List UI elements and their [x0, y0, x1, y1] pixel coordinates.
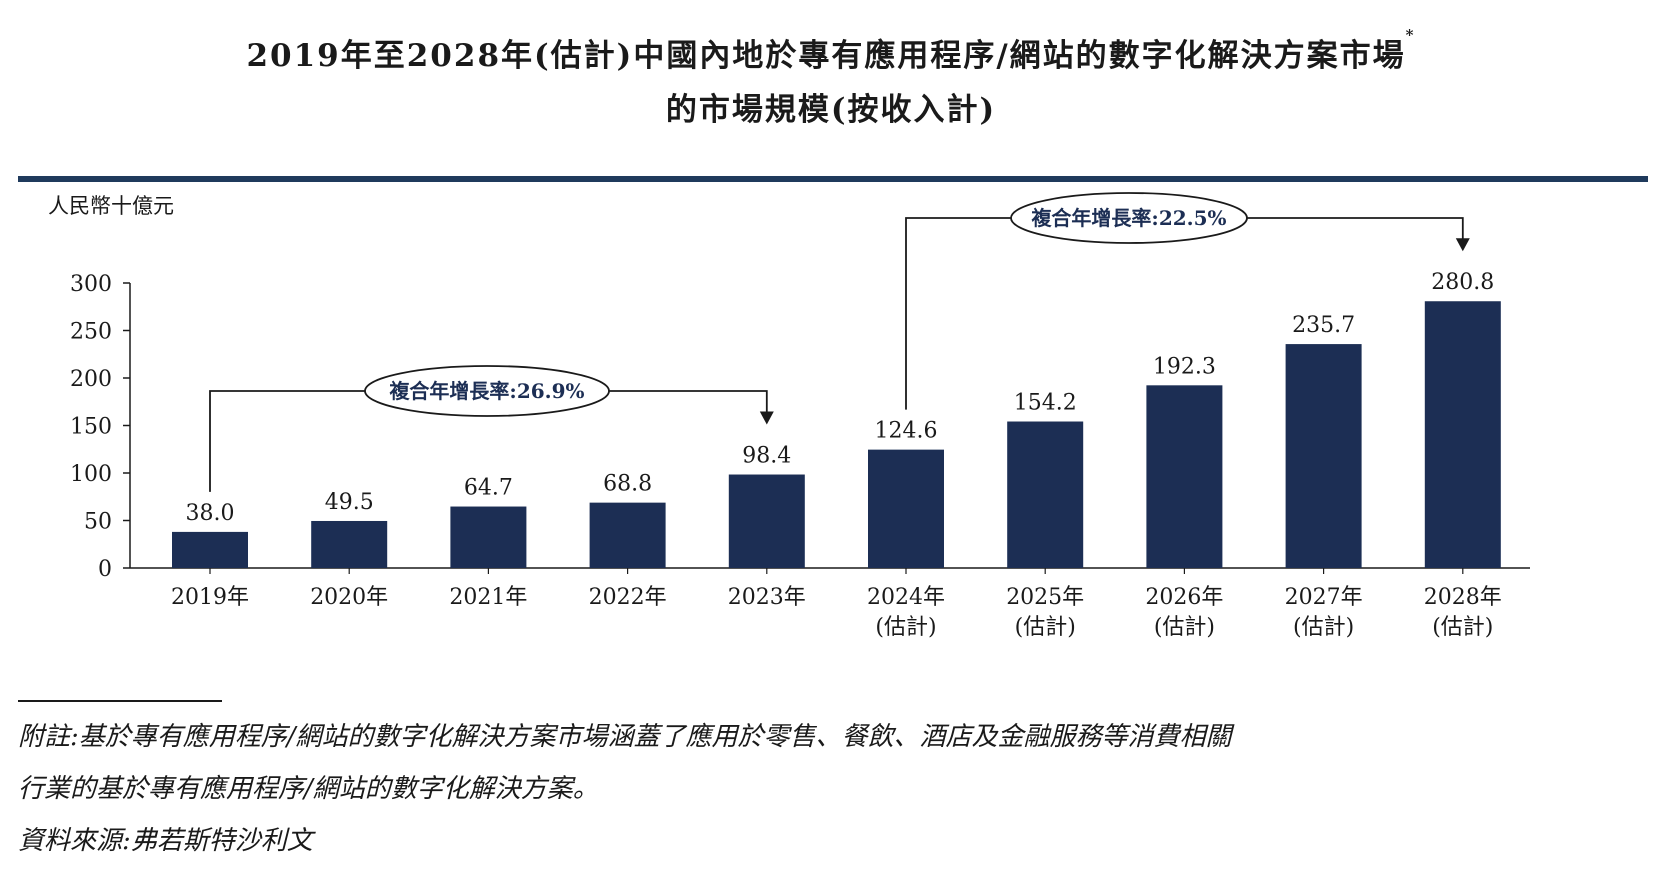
- x-tick-label: 2023年: [728, 585, 806, 610]
- y-tick-label: 300: [70, 272, 112, 297]
- x-tick-label: 2024年: [867, 585, 945, 610]
- footnote-line2: 行業的基於專有應用程序/網站的數字化解決方案。: [18, 774, 599, 804]
- bar-value-label: 38.0: [186, 501, 235, 526]
- chart-title-line1: 2019年至2028年(估計)中國內地於專有應用程序/網站的數字化解決方案市場*: [246, 26, 1416, 74]
- cagr-label: 複合年增長率:22.5%: [1031, 206, 1226, 230]
- bar-value-label: 280.8: [1431, 270, 1494, 295]
- bar: [1007, 421, 1084, 568]
- chart-title-line2: 的市場規模(按收入計): [665, 92, 997, 128]
- x-tick-label: 2020年: [310, 585, 388, 610]
- bar: [450, 506, 527, 568]
- footnote-marker: *: [1405, 26, 1416, 44]
- footnote-rule: [18, 700, 222, 702]
- y-tick-label: 50: [84, 510, 112, 535]
- y-tick-label: 250: [70, 320, 112, 345]
- y-tick-label: 150: [70, 415, 112, 440]
- bar: [1146, 385, 1223, 568]
- bar: [172, 531, 248, 568]
- y-axis-unit-label: 人民幣十億元: [48, 194, 174, 218]
- bar: [728, 474, 805, 568]
- x-tick-label: 2028年: [1424, 585, 1502, 610]
- cagr-arrowhead: [759, 411, 774, 425]
- bar-value-label: 64.7: [464, 476, 513, 501]
- header-rule: [18, 176, 1648, 182]
- bar-value-label: 124.6: [875, 419, 938, 444]
- bar-value-label: 192.3: [1153, 354, 1216, 379]
- cagr-badge: [1010, 192, 1248, 244]
- bar: [589, 502, 666, 568]
- bar-value-label: 49.5: [325, 490, 374, 515]
- bar: [311, 520, 388, 568]
- cagr-arrowhead: [1455, 238, 1470, 252]
- cagr-label: 複合年增長率:26.9%: [389, 379, 584, 403]
- x-tick-label: 2025年: [1006, 585, 1084, 610]
- y-tick-label: 0: [98, 557, 112, 582]
- bar: [1285, 344, 1362, 568]
- x-tick-label: 2022年: [589, 585, 667, 610]
- x-tick-sublabel: (估計): [1154, 615, 1215, 640]
- cagr-badge: [364, 365, 610, 417]
- x-tick-sublabel: (估計): [1015, 615, 1076, 640]
- y-tick-label: 100: [70, 462, 112, 487]
- bar-value-label: 68.8: [603, 472, 652, 497]
- bar-value-label: 154.2: [1014, 391, 1077, 416]
- y-tick-label: 200: [70, 367, 112, 392]
- x-tick-label: 2027年: [1285, 585, 1363, 610]
- footnote-line1: 附註:基於專有應用程序/網站的數字化解決方案市場涵蓋了應用於零售、餐飲、酒店及金…: [18, 722, 1232, 752]
- cagr-connector: [905, 217, 1464, 410]
- bar: [868, 449, 944, 568]
- x-tick-sublabel: (估計): [1293, 615, 1354, 640]
- bar-value-label: 98.4: [742, 444, 791, 469]
- x-tick-label: 2021年: [449, 585, 527, 610]
- bar: [1424, 301, 1501, 568]
- x-tick-sublabel: (估計): [1432, 615, 1493, 640]
- bar-value-label: 235.7: [1292, 313, 1355, 338]
- x-tick-sublabel: (估計): [875, 615, 936, 640]
- x-tick-label: 2026年: [1145, 585, 1223, 610]
- source-note: 資料來源:弗若斯特沙利文: [18, 826, 313, 856]
- x-tick-label: 2019年: [171, 585, 249, 610]
